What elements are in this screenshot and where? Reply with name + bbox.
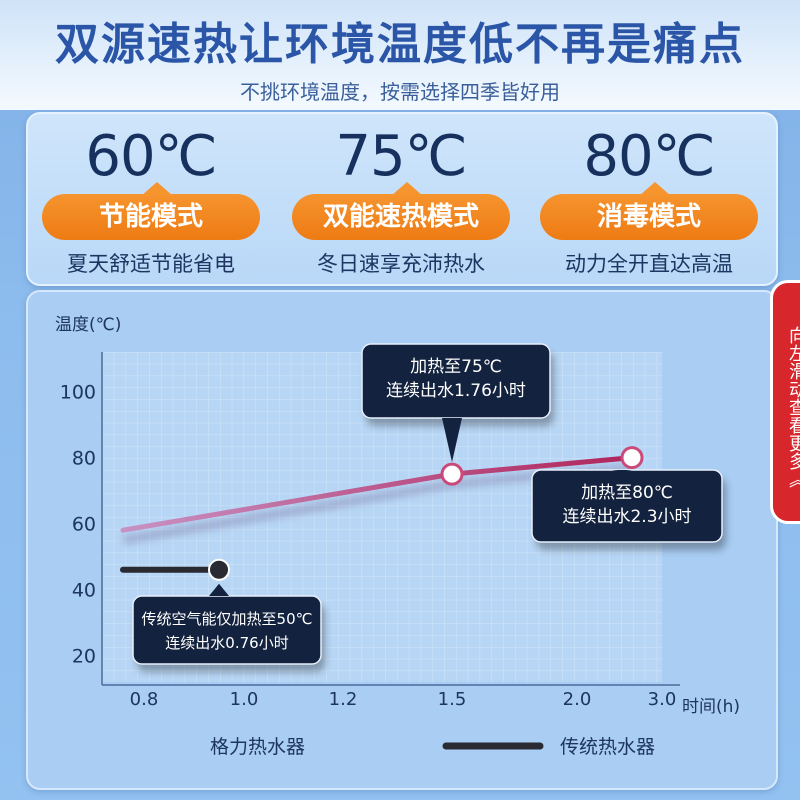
y-tick-label: 40 — [72, 580, 96, 602]
legend-gree: 格力热水器 — [91, 736, 305, 766]
callout-text: 传统空气能仅加热至50℃ — [142, 610, 313, 628]
callout-text: 加热至80℃ — [581, 483, 673, 503]
y-axis-label: 温度(℃) — [55, 315, 121, 335]
callout-box — [132, 595, 322, 665]
modes-panel: 60℃ 节能模式 夏天舒适节能省电 75℃ 双能速热模式 冬日速享充沛热水 80… — [26, 112, 778, 286]
mode-temperature: 75℃ — [335, 124, 467, 189]
legend-label: 格力热水器 — [210, 736, 305, 758]
annotation-callout: 传统空气能仅加热至50℃ 连续出水0.76小时 — [132, 583, 325, 672]
header-banner: 双源速热让环境温度低不再是痛点 不挑环境温度，按需选择四季皆好用 — [0, 0, 800, 110]
x-tick-label: 1.2 — [329, 689, 358, 710]
swipe-hint-tab[interactable]: 向左滑动查看更多《 — [770, 280, 800, 524]
x-tick-label: 3.0 — [648, 689, 677, 710]
y-tick-label: 20 — [72, 646, 96, 668]
callout-box — [531, 469, 723, 543]
mode-temperature: 60℃ — [85, 124, 217, 189]
legend-label: 传统热水器 — [560, 736, 655, 758]
gree-data-point — [620, 446, 644, 470]
callout-pointer — [612, 470, 632, 472]
mode-name-badge: 节能模式 — [42, 182, 260, 240]
x-tick-label: 0.8 — [130, 689, 159, 710]
callout-pointer — [442, 418, 462, 463]
callout-text: 连续出水1.76小时 — [386, 381, 526, 401]
callout-text: 连续出水2.3小时 — [562, 507, 691, 527]
callout-text: 连续出水0.76小时 — [165, 634, 288, 652]
legend-traditional: 传统热水器 — [442, 736, 655, 766]
mode-card-energy-saving: 60℃ 节能模式 夏天舒适节能省电 — [36, 114, 266, 284]
x-tick-label: 1.5 — [438, 689, 467, 710]
callout-pointer — [209, 583, 229, 596]
mode-name-badge: 双能速热模式 — [292, 182, 510, 240]
annotation-callout: 加热至75℃ 连续出水1.76小时 — [361, 343, 554, 463]
annotation-callout: 加热至80℃ 连续出水2.3小时 — [531, 469, 726, 550]
y-tick-label: 80 — [72, 448, 96, 470]
traditional-data-point — [208, 558, 230, 581]
page-title: 双源速热让环境温度低不再是痛点 — [55, 19, 745, 70]
mode-description: 夏天舒适节能省电 — [67, 252, 235, 276]
x-tick-label: 2.0 — [563, 689, 592, 710]
mode-description: 冬日速享充沛热水 — [317, 252, 485, 276]
gree-data-point — [440, 462, 464, 486]
page-subtitle: 不挑环境温度，按需选择四季皆好用 — [240, 80, 560, 104]
y-tick-label: 60 — [72, 514, 96, 536]
y-tick-label: 100 — [60, 382, 96, 404]
callout-text: 加热至75℃ — [410, 357, 502, 377]
mode-temperature: 80℃ — [583, 124, 715, 189]
mode-description: 动力全开直达高温 — [565, 252, 733, 276]
x-axis-label: 时间(h) — [682, 697, 740, 717]
mode-card-disinfection: 80℃ 消毒模式 动力全开直达高温 — [534, 114, 764, 284]
x-tick-label: 1.0 — [230, 689, 259, 710]
mode-name-badge: 消毒模式 — [540, 182, 758, 240]
mode-card-dual-fast-heat: 75℃ 双能速热模式 冬日速享充沛热水 — [286, 114, 516, 284]
